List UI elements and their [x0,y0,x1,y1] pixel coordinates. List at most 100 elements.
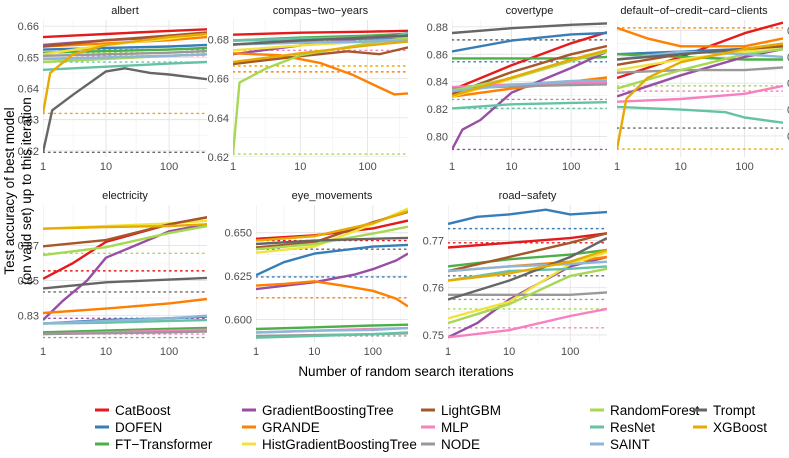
y-tick-label: 0.68 [208,35,229,47]
series-line-dofen [256,243,408,277]
panel-title: road−safety [499,190,557,202]
x-tick-label: 100 [364,346,382,358]
legend-item: LightGBM [421,403,501,418]
series-lines [43,216,207,336]
series-line-xgboost [233,40,408,64]
y-tick-label: 0.710 [787,78,789,90]
legend-label: Trompt [713,403,756,418]
y-tick-label: 0.66 [18,21,39,33]
legend-label: XGBoost [713,420,767,435]
series-line-randomforest [43,224,207,257]
legend-item: DOFEN [95,420,162,435]
x-tick-label: 1 [230,161,236,173]
x-tick-label: 1 [253,346,259,358]
legend-label: LightGBM [441,403,501,418]
series-line-trompt [233,34,408,46]
series-line-saint [256,326,408,334]
series-line-lightgbm [452,44,607,96]
series-line-fttransformer [256,323,408,331]
y-axis-title-2: (on valid set) up to this iteration [19,97,34,285]
panel-4: electricity 0.83 0.85 0.87 1 10 100 [18,190,207,358]
y-tick-label: 0.77 [423,235,444,247]
reference-lines [256,239,408,337]
y-tick-label: 0.64 [18,84,39,96]
series-line-xgboost [452,48,607,98]
x-tick-label: 100 [160,346,178,358]
y-axis-title-line-1: Test accuracy of best model [2,107,17,274]
legend-label: NODE [441,437,480,452]
grid [43,20,207,157]
series-line-trompt [43,67,207,153]
x-tick-label: 1 [445,346,451,358]
y-tick-label: 0.64 [208,113,229,125]
y-tick-label: 0.720 [787,26,789,38]
series-lines [452,22,607,151]
reference-lines [448,227,607,329]
legend-item: MLP [421,420,469,435]
legend-label: MLP [441,420,469,435]
y-tick-label: 0.85 [18,276,39,288]
series-line-mlp [448,307,607,339]
legend-item: GradientBoostingTree [242,403,394,418]
series-line-gradientboostingtree [43,223,207,321]
series-line-trompt [43,276,207,290]
legend-item: Trompt [693,403,756,418]
series-line-grande [617,26,783,48]
series-line-gradientboostingtree [256,252,408,291]
series-line-xgboost [617,42,783,150]
y-tick-label: 0.600 [224,314,252,326]
series-line-xgboost [43,223,207,230]
legend: CatBoost DOFEN FT−Transformer GradientBoost… [95,403,767,452]
series-line-xgboost [43,32,207,114]
series-line-grande [43,297,207,315]
y-tick-label: 0.62 [18,146,39,158]
x-tick-label: 1 [40,161,46,173]
series-line-node [43,330,207,336]
series-line-lightgbm [233,46,408,66]
y-tick-label: 0.715 [787,52,789,64]
y-tick-label: 0.84 [427,77,448,89]
y-tick-label: 0.650 [224,228,252,240]
x-tick-label: 100 [735,161,753,173]
series-line-lightgbm [43,31,207,48]
series-line-xgboost [256,209,408,242]
series-line-catboost [233,29,408,36]
series-line-saint [617,50,783,61]
series-line-resnet [452,101,607,110]
series-line-resnet [43,60,207,71]
series-line-saint [452,79,607,93]
y-tick-label: 0.705 [787,105,789,117]
x-tick-label: 10 [503,346,515,358]
x-tick-label: 1 [40,346,46,358]
y-tick-label: 0.66 [208,74,229,86]
legend-label: SAINT [610,437,650,452]
series-line-grande [256,280,408,308]
series-lines [43,28,207,153]
series-line-saint [448,260,607,273]
x-tick-label: 10 [294,161,306,173]
y-tick-label: 0.63 [18,115,39,127]
series-line-catboost [448,232,607,249]
legend-label: GRANDE [262,420,320,435]
y-tick-label: 0.625 [224,271,252,283]
y-tick-label: 0.76 [423,283,444,295]
legend-label: CatBoost [115,403,171,418]
x-tick-label: 100 [562,161,580,173]
y-tick-label: 0.700 [787,131,789,143]
series-lines [256,207,408,339]
y-tick-label: 0.82 [427,104,448,116]
legend-item: FT−Transformer [95,437,213,452]
legend-label: FT−Transformer [115,437,213,452]
legend-item: HistGradientBoostingTree [242,437,417,452]
series-line-histgradientboostingtree [448,251,607,320]
series-line-catboost [617,21,783,80]
series-line-randomforest [448,267,607,325]
y-tick-label: 0.86 [427,49,448,61]
series-line-xgboost [448,248,607,282]
legend-label: GradientBoostingTree [262,403,394,418]
legend-item: RandomForest [590,403,700,418]
series-line-trompt [452,22,607,35]
y-tick-label: 0.87 [18,240,39,252]
